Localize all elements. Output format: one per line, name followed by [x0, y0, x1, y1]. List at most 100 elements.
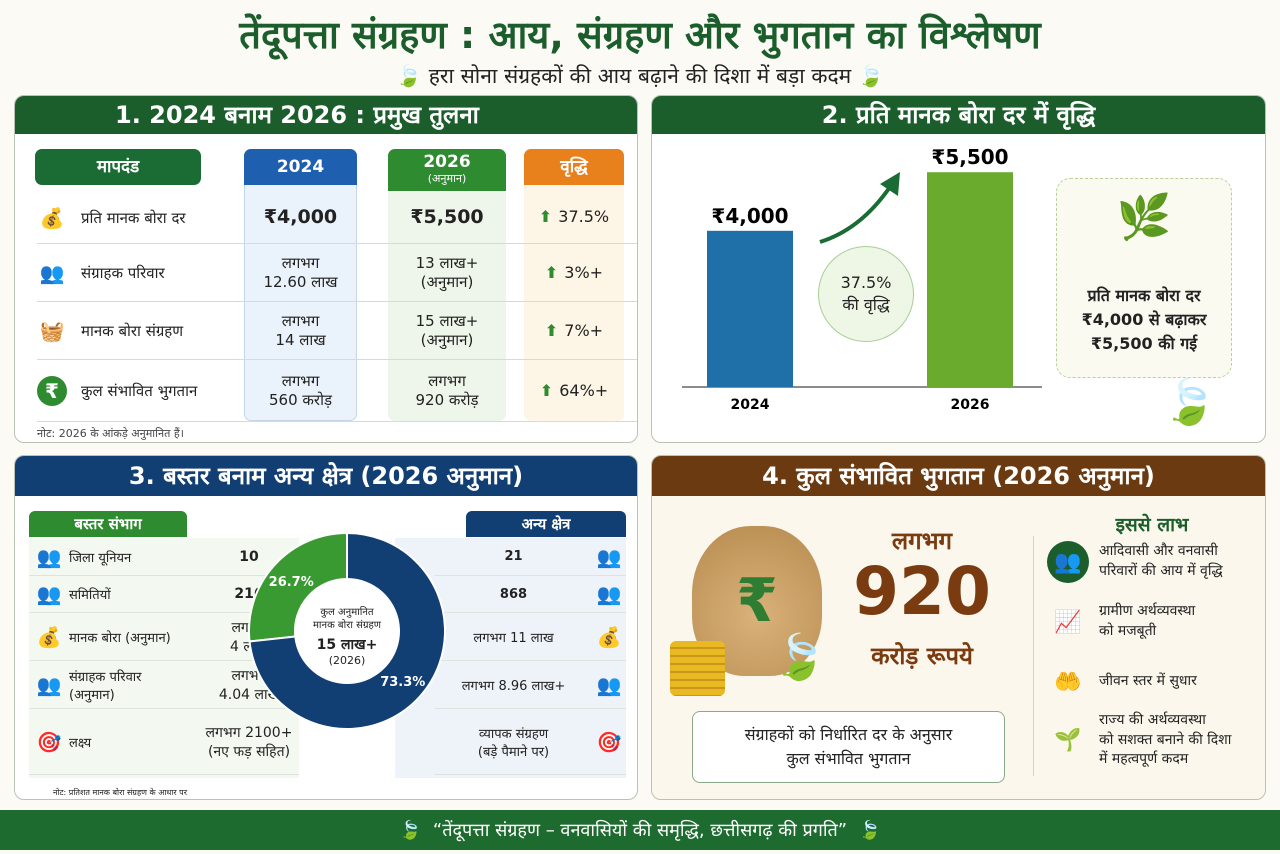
donut-center-value: 15 लाख+: [316, 637, 378, 653]
growth-badge: 37.5% की वृद्धि: [818, 246, 914, 342]
other-value: लगभग 11 लाख: [473, 630, 554, 646]
benefit-text: राज्य की अर्थव्यवस्था को सशक्त बनाने की …: [1099, 712, 1232, 768]
table-row: 💰 प्रति मानक बोरा दर ₹4,000 ₹5,500 ⬆ 37.5%: [37, 191, 637, 244]
arrow-up-icon: ⬆: [539, 380, 554, 400]
x-tick: 2024: [731, 397, 770, 413]
bastar-row: 👥 संग्राहक परिवार (अनुमान) लगभग 4.04 लाख: [29, 661, 299, 709]
other-row: व्यापक संग्रहण (बड़े पैमाने पर) 🎯: [435, 709, 626, 775]
row-label: समितियों: [69, 588, 111, 603]
table-row: 🧺 मानक बोरा संग्रहण लगभग 14 लाख 15 लाख+ (…: [37, 302, 637, 360]
arrow-up-icon: ⬆: [544, 320, 559, 340]
care-hands-icon: 🤲: [1054, 669, 1082, 695]
bar-label: ₹5,500: [931, 145, 1008, 169]
other-value: 21: [504, 549, 523, 564]
leaf-basket-icon: 🌿: [1116, 192, 1172, 243]
other-row: 21 👥: [435, 538, 626, 576]
benefit-item: 🌱 राज्य की अर्थव्यवस्था को सशक्त बनाने की…: [1047, 711, 1262, 770]
rate-callout: प्रति मानक बोरा दर ₹4,000 से बढ़ाकर ₹5,5…: [1081, 286, 1207, 353]
payment-description: संग्राहकों को निर्धारित दर के अनुसार कुल…: [692, 711, 1005, 783]
col-header-2026: 2026 (अनुमान): [388, 149, 506, 191]
payment-unit: करोड़ रूपये: [871, 642, 973, 670]
value-2024: लगभग 14 लाख: [275, 311, 326, 350]
col-header-2024: 2024: [244, 149, 357, 185]
sack-icon: 💰: [596, 624, 622, 649]
note: नोट: 2026 के आंकड़े अनुमानित हैं।: [37, 427, 184, 440]
bar-label: ₹4,000: [711, 204, 788, 228]
row-label: कुल संभावित भुगतान: [81, 382, 198, 400]
benefit-item: 🤲 जीवन स्तर में सुधार: [1047, 661, 1262, 703]
growth-arrow-icon: [819, 182, 894, 244]
panel-title: 1. 2024 बनाम 2026 : प्रमुख तुलना: [15, 96, 637, 134]
other-row: लगभग 11 लाख 💰: [435, 613, 626, 661]
comparison-panel: 1. 2024 बनाम 2026 : प्रमुख तुलना मापदंड …: [14, 95, 638, 443]
subtitle-text: हरा सोना संग्रहकों की आय बढ़ाने की दिशा …: [428, 64, 852, 88]
value-2024: लगभग 560 करोड़: [269, 371, 332, 410]
target-icon: 🎯: [596, 729, 622, 754]
col-2026-sub: (अनुमान): [427, 172, 467, 186]
coins-icon: [670, 641, 725, 696]
row-label: संग्राहक परिवार (अनुमान): [69, 669, 142, 703]
bastar-row: 🎯 लक्ष्य लगभग 2100+ (नए फड़ सहित): [29, 709, 299, 775]
bar-chart: ₹4,000 2024 ₹5,500 2026: [682, 145, 1042, 413]
bastar-value: 10: [239, 548, 259, 565]
row-label: प्रति मानक बोरा दर: [81, 208, 186, 227]
row-label: मानक बोरा (अनुमान): [69, 630, 171, 646]
people-icon: 👥: [36, 544, 62, 569]
x-tick: 2026: [951, 397, 990, 413]
donut-center: कुल अनुमानित मानक बोरा संग्रहण 15 लाख+ (…: [305, 606, 389, 667]
payment-approx: लगभग: [891, 527, 953, 555]
benefits-title: इससे लाभ: [1115, 514, 1189, 536]
people-icon: 👥: [36, 672, 62, 697]
leaf-icon: 🍃: [851, 64, 885, 88]
donut-hole: [296, 580, 398, 682]
value-2026: लगभग 920 करोड़: [415, 371, 479, 410]
other-row: 868 👥: [435, 576, 626, 613]
people-icon: 👥: [36, 582, 62, 606]
bastar-value: लगभग 2100+ (नए फड़ सहित): [205, 724, 293, 760]
leaf-icon: 🍃: [847, 819, 881, 841]
bastar-header: बस्तर संभाग: [29, 511, 187, 537]
leaf-icon: 🍃: [772, 632, 827, 683]
panel-title: 4. कुल संभावित भुगतान (2026 अनुमान): [652, 456, 1265, 496]
footer-quote: “तेंदूपत्ता संग्रहण – वनवासियों की समृद्…: [432, 820, 848, 841]
donut-slice: [248, 531, 446, 730]
value-2024: लगभग 12.60 लाख: [263, 253, 338, 292]
target-icon: 🎯: [36, 729, 62, 754]
donut-center-label: कुल अनुमानित मानक बोरा संग्रहण: [312, 607, 382, 631]
benefit-text: ग्रामीण अर्थव्यवस्था को मजबूती: [1099, 603, 1196, 639]
community-icon: 👥: [1047, 541, 1089, 583]
donut-chart: 26.7% 73.3%: [248, 531, 446, 730]
people-icon: 👥: [596, 672, 622, 697]
row-label: मानक बोरा संग्रहण: [81, 322, 184, 340]
value-2026: 13 लाख+ (अनुमान): [415, 253, 479, 292]
arrow-head: [880, 172, 900, 196]
leaf-icon: 🍃: [399, 819, 433, 841]
value-2026: ₹5,500: [410, 206, 484, 229]
other-value: व्यापक संग्रहण (बड़े पैमाने पर): [477, 726, 550, 760]
benefit-item: 📈 ग्रामीण अर्थव्यवस्था को मजबूती: [1047, 601, 1262, 643]
benefit-text: आदिवासी और वनवासी परिवारों की आय में वृद…: [1099, 543, 1223, 579]
leaf-icon: 🍃: [395, 64, 429, 88]
note: नोट: प्रतिशत मानक बोरा संग्रहण के आधार प…: [53, 788, 187, 797]
growth-value: 7%+: [564, 320, 604, 340]
growth-chart-icon: 📈: [1054, 609, 1082, 635]
panel-title: 2. प्रति मानक बोरा दर में वृद्धि: [652, 96, 1265, 134]
col-header-param: मापदंड: [35, 149, 201, 185]
slice-label: 73.3%: [380, 675, 425, 690]
row-label: जिला यूनियन: [69, 550, 132, 566]
growth-value: 37.5%: [558, 207, 610, 227]
region-panel: 3. बस्तर बनाम अन्य क्षेत्र (2026 अनुमान)…: [14, 455, 638, 800]
people-icon: 👥: [596, 582, 622, 606]
payment-panel: 4. कुल संभावित भुगतान (2026 अनुमान) ₹ 🍃 …: [651, 455, 1266, 800]
col-header-growth: वृद्धि: [524, 149, 624, 185]
basket-icon: 🧺: [39, 319, 65, 343]
bastar-row: 👥 समितियों 216: [29, 576, 299, 613]
benefit-item: 👥 आदिवासी और वनवासी परिवारों की आय में वृ…: [1047, 541, 1262, 583]
sack-icon: 💰: [39, 205, 65, 230]
growth-value: 3%+: [564, 262, 604, 282]
page-title: तेंदूपत्ता संग्रहण : आय, संग्रहण और भुगत…: [239, 13, 1041, 57]
sack-icon: 💰: [36, 624, 62, 649]
leaves-icon: 🍃: [1162, 377, 1217, 428]
table-row: ₹ कुल संभावित भुगतान लगभग 560 करोड़ लगभग …: [37, 360, 637, 422]
other-value: 868: [499, 586, 528, 602]
